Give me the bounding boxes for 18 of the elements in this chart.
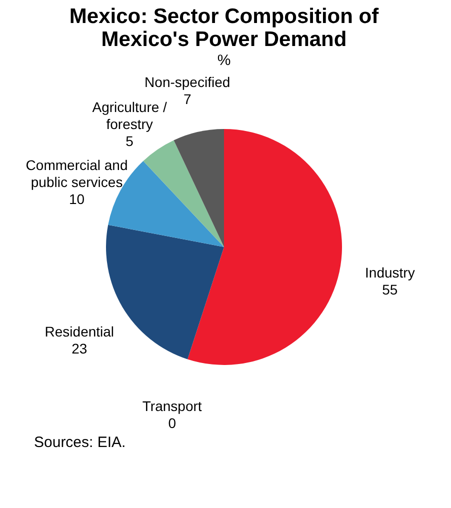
chart-subtitle: % <box>217 52 231 69</box>
pie-slice <box>174 129 224 247</box>
source-note: Sources: EIA. <box>34 434 126 451</box>
data-label: 5 <box>126 133 134 150</box>
slice-label: Industry <box>365 264 415 280</box>
category-label: Transport <box>142 398 202 414</box>
slice-label: Commercial and public services <box>26 157 128 190</box>
pie-slice <box>143 140 224 247</box>
data-label: 10 <box>68 191 85 208</box>
slice-label: Agriculture / forestry <box>92 99 168 132</box>
data-label: 7 <box>183 91 192 108</box>
slice-label: Non-specified <box>144 74 230 90</box>
slice-label: Residential <box>44 324 114 340</box>
text: 0 <box>168 414 176 431</box>
data-label: 23 <box>72 340 88 357</box>
pie-slice <box>188 129 342 365</box>
chart-title: Mexico: Sector Composition of Mexico's Power Demand <box>69 5 380 51</box>
data-label: 55 <box>382 281 398 298</box>
